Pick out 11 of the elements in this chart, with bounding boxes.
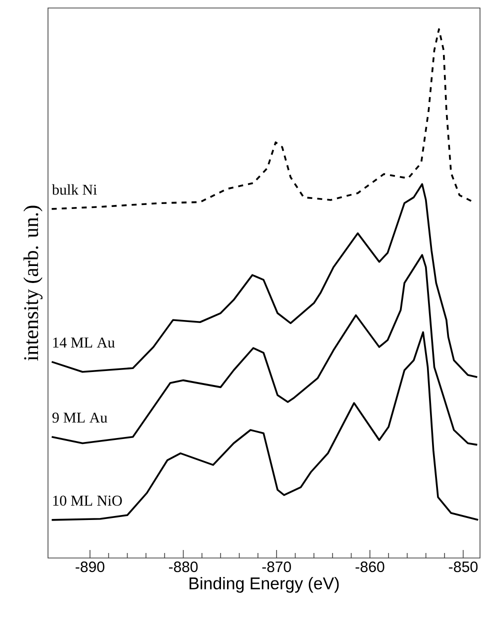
series-label: 9 ML Au [52, 412, 108, 423]
x-axis-title: Binding Energy (eV) [190, 576, 339, 593]
x-tick-label: -860 [356, 562, 384, 572]
series-label: 14 ML Au [53, 338, 115, 348]
x-tick-label: -870 [262, 562, 291, 572]
x-tick-label: -880 [168, 562, 198, 572]
x-tick-label: -850 [448, 562, 478, 572]
series-label: 10 ML NiO [53, 496, 122, 506]
x-tick-label: -890 [76, 562, 104, 572]
y-axis-title: intensity (arb. un.) [23, 206, 42, 361]
series-label: bulk Ni [52, 184, 97, 195]
